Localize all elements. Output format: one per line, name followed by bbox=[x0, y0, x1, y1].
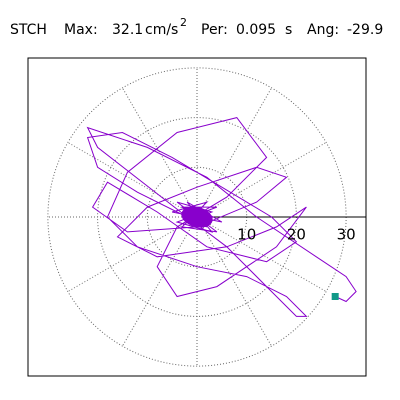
spoke bbox=[196, 216, 327, 292]
angle-label: Ang: bbox=[307, 22, 339, 38]
spoke bbox=[196, 216, 272, 347]
end-marker bbox=[331, 293, 339, 300]
period-unit: s bbox=[285, 22, 292, 38]
period-value: 0.095 bbox=[236, 22, 276, 38]
max-unit: cm/s bbox=[145, 22, 178, 38]
max-value: 32.1 bbox=[112, 22, 143, 38]
max-exponent: 2 bbox=[180, 16, 187, 29]
spoke bbox=[196, 142, 327, 218]
spoke bbox=[122, 87, 198, 218]
spoke bbox=[122, 216, 198, 347]
angle-value: -29.9 bbox=[347, 22, 383, 38]
station: STCH bbox=[10, 22, 47, 38]
max-label: Max: bbox=[64, 22, 98, 38]
range-label: 10 bbox=[237, 226, 256, 244]
spoke bbox=[196, 87, 272, 218]
range-label: 30 bbox=[337, 226, 356, 244]
period-label: Per: bbox=[201, 22, 228, 38]
range-label: 20 bbox=[287, 226, 306, 244]
spoke bbox=[67, 142, 198, 218]
header: STCH Max: 32.1 cm/s 2 Per: 0.095 s Ang: … bbox=[10, 16, 383, 38]
orbit-core bbox=[181, 206, 213, 228]
